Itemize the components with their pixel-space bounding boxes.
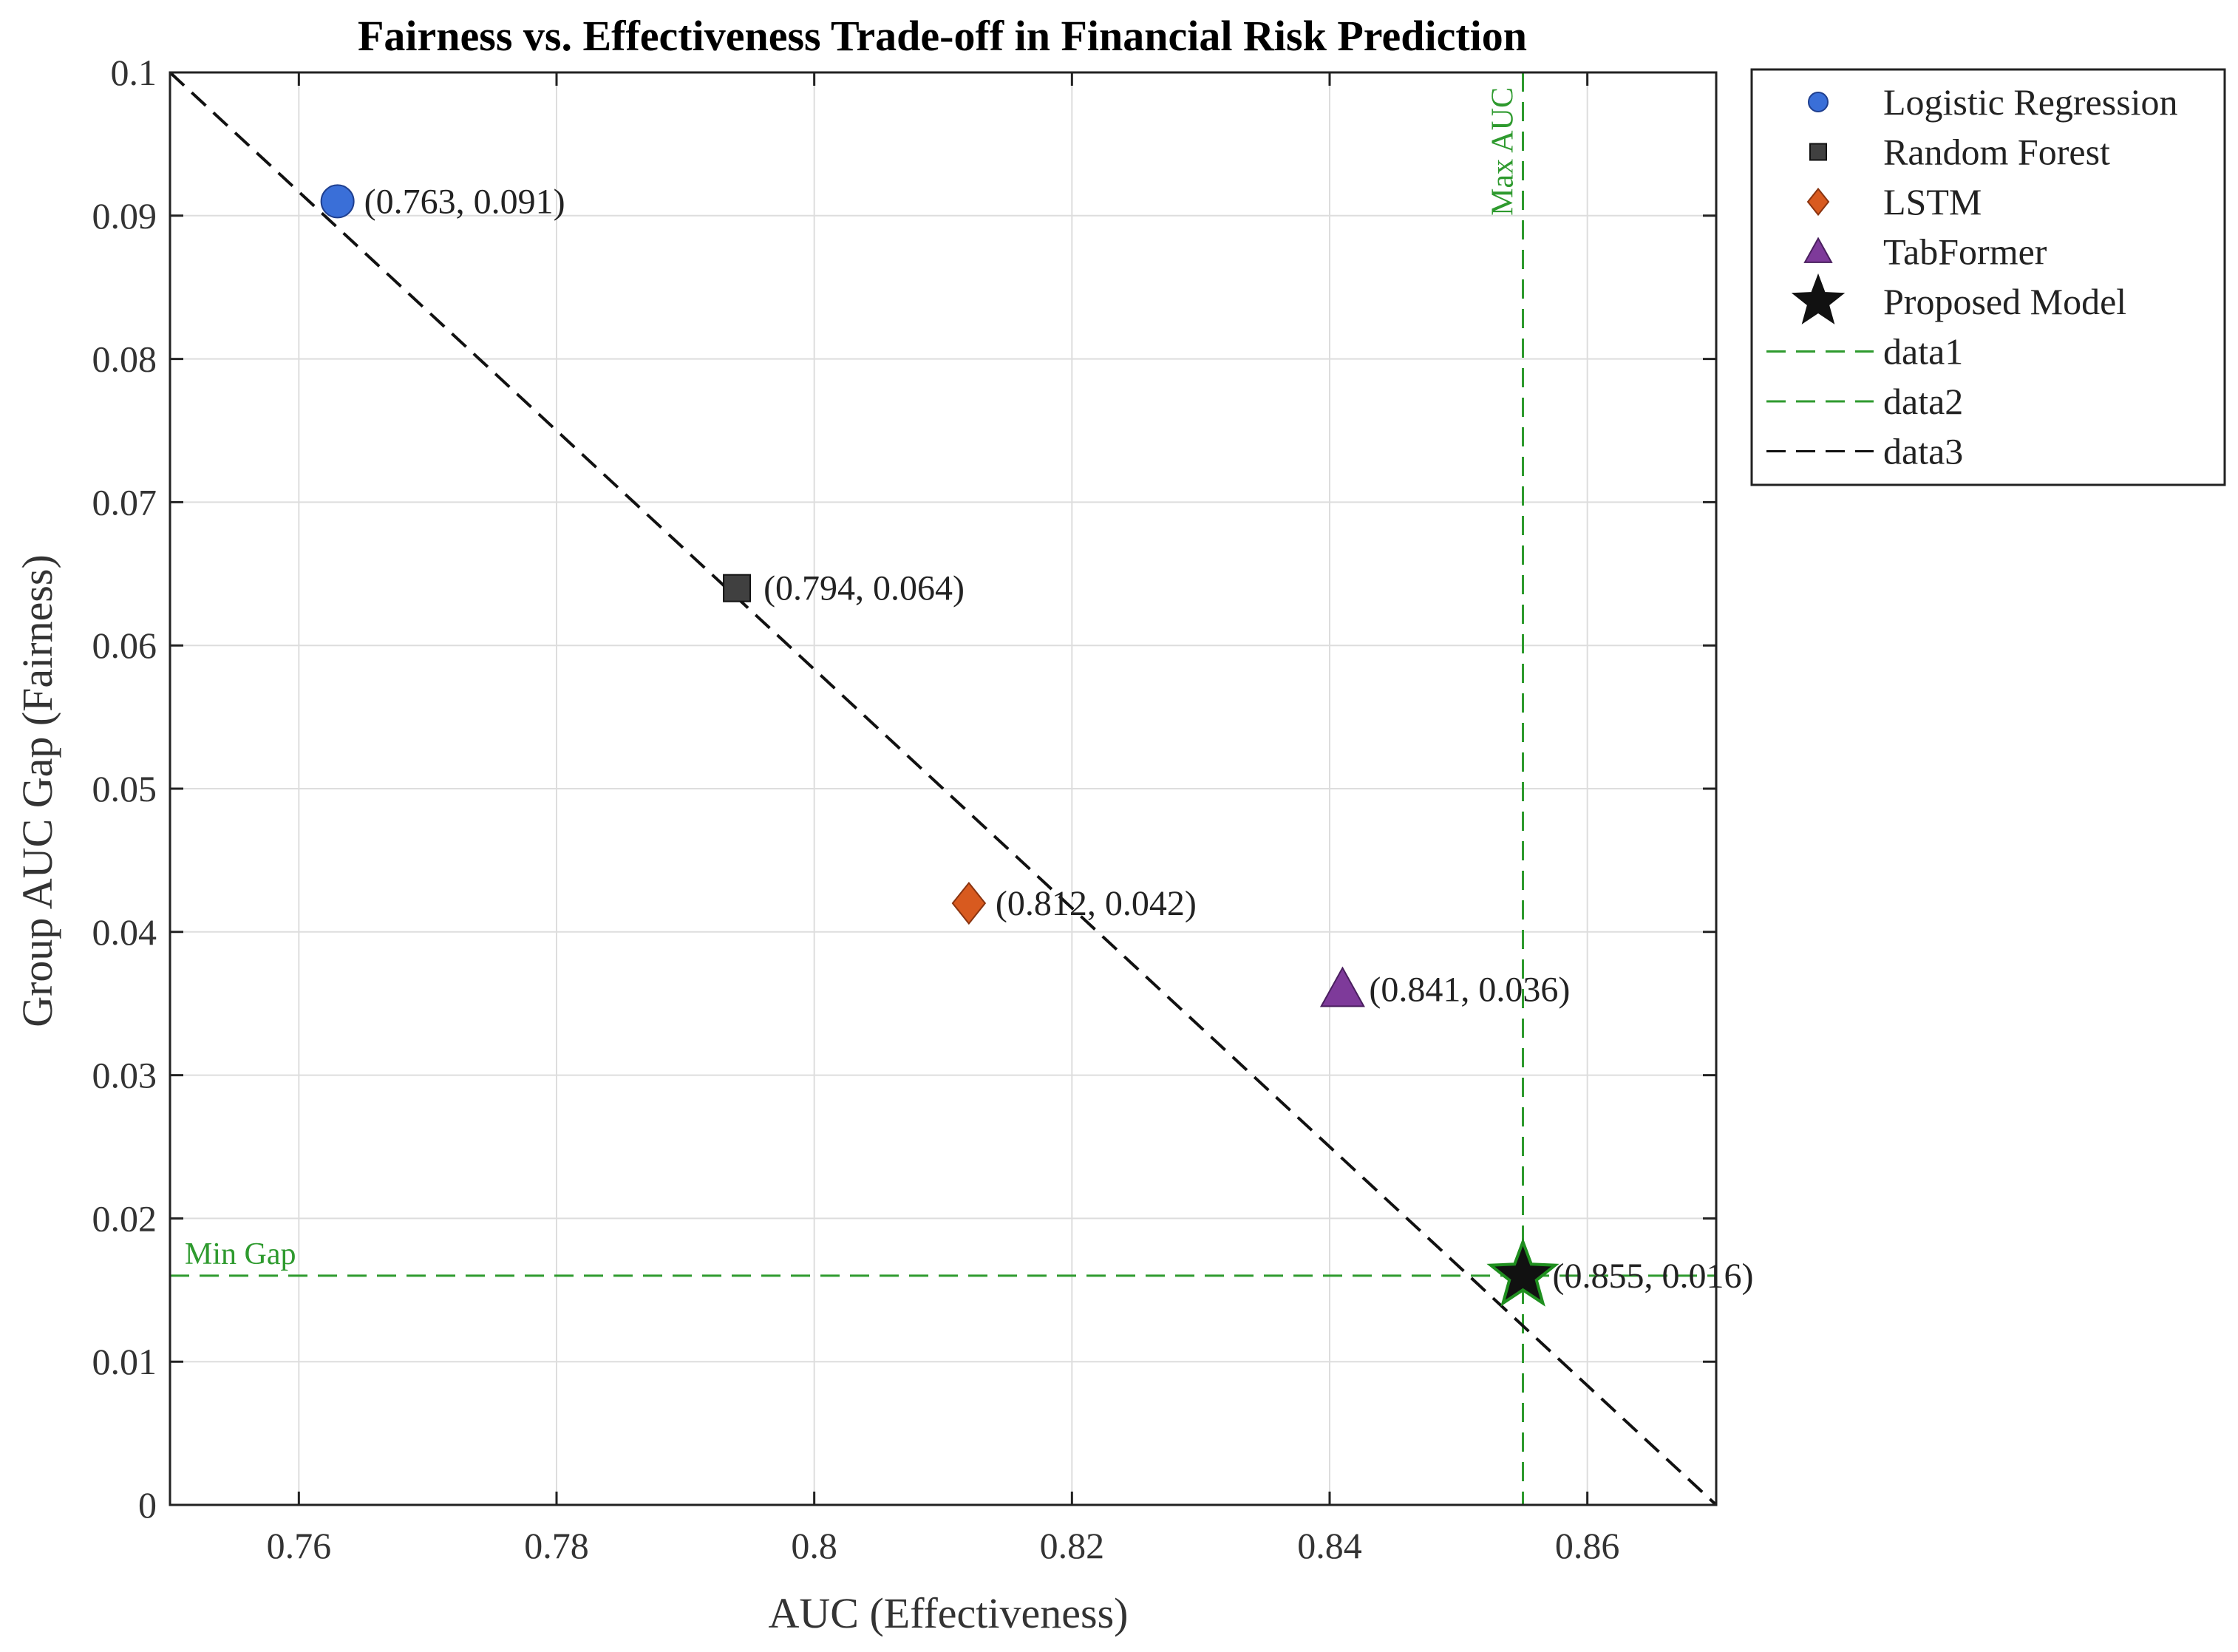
point-label-proposed-model: (0.855, 0.016) xyxy=(1553,1257,1754,1296)
point-label-lstm: (0.812, 0.042) xyxy=(996,884,1197,923)
legend-label-tabformer: TabFormer xyxy=(1883,231,2047,273)
y-tick-label: 0.1 xyxy=(111,52,157,93)
y-tick-label: 0.01 xyxy=(92,1341,157,1382)
x-tick-label: 0.82 xyxy=(1040,1525,1105,1566)
y-tick-label: 0.06 xyxy=(92,625,157,666)
legend-label-data1: data1 xyxy=(1883,331,1963,373)
x-tick-label: 0.76 xyxy=(267,1525,332,1566)
y-tick-label: 0.07 xyxy=(92,481,157,523)
y-axis-label: Group AUC Gap (Fairness) xyxy=(13,554,61,1027)
data-points xyxy=(320,184,1560,1307)
x-axis-label: AUC (Effectiveness) xyxy=(769,1589,1129,1637)
legend-label-data3: data3 xyxy=(1883,431,1963,472)
legend-marker-tabformer xyxy=(1803,237,1833,263)
data-point-logistic-regression xyxy=(320,184,355,219)
min-gap-annotation: Min Gap xyxy=(185,1237,296,1271)
legend-box xyxy=(1750,68,2226,486)
data-point-tabformer xyxy=(1319,966,1365,1007)
x-tick-label: 0.84 xyxy=(1297,1525,1362,1566)
point-label-logistic-regression: (0.763, 0.091) xyxy=(364,182,565,221)
y-tick-label: 0.05 xyxy=(92,768,157,809)
legend-label-random-forest: Random Forest xyxy=(1883,132,2110,173)
legend-marker-logistic-regression xyxy=(1808,92,1829,112)
tick-layer: 0.76 0.78 0.8 0.82 0.84 0.86 0 0.01 0.02 0.03 0.04… xyxy=(92,52,1716,1566)
trade-off-diagonal-line xyxy=(169,71,1718,1506)
legend-label-data2: data2 xyxy=(1883,381,1963,422)
y-tick-label: 0.04 xyxy=(92,911,157,953)
data-point-lstm xyxy=(951,881,987,925)
x-tick-label: 0.86 xyxy=(1555,1525,1620,1566)
y-tick-label: 0.03 xyxy=(92,1055,157,1096)
y-tick-label: 0 xyxy=(138,1484,157,1526)
chart-title: Fairness vs. Effectiveness Trade-off in … xyxy=(358,12,1527,60)
point-label-tabformer: (0.841, 0.036) xyxy=(1369,970,1570,1009)
legend-marker-lstm xyxy=(1806,187,1830,217)
legend-marker-random-forest xyxy=(1809,143,1827,161)
legend-label-lstm: LSTM xyxy=(1883,181,1982,222)
y-tick-label: 0.08 xyxy=(92,339,157,380)
legend-label-logistic-regression: Logistic Regression xyxy=(1883,81,2178,123)
point-labels: (0.763, 0.091) (0.794, 0.064) (0.812, 0.04… xyxy=(364,182,1754,1296)
max-auc-annotation: Max AUC xyxy=(1486,87,1520,216)
data-point-proposed-model xyxy=(1486,1237,1560,1307)
y-tick-label: 0.09 xyxy=(92,195,157,237)
reference-lines: Max AUC Min Gap xyxy=(169,71,1718,1506)
legend-marker-proposed-model xyxy=(1791,273,1846,324)
point-label-random-forest: (0.794, 0.064) xyxy=(763,569,965,608)
data-point-random-forest xyxy=(723,574,752,602)
x-tick-label: 0.78 xyxy=(524,1525,589,1566)
legend-label-proposed-model: Proposed Model xyxy=(1883,281,2126,322)
legend: Logistic Regression Random Forest LSTM TabF… xyxy=(1750,68,2226,486)
x-tick-label: 0.8 xyxy=(791,1525,837,1566)
y-tick-label: 0.02 xyxy=(92,1197,157,1239)
